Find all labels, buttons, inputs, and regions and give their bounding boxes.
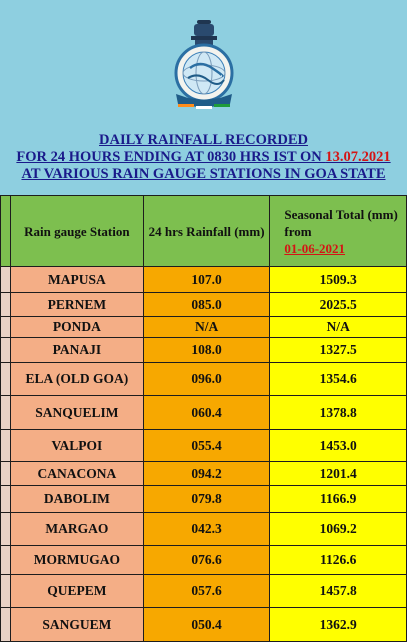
- station-cell: PANAJI: [9, 337, 144, 363]
- serial-cell: [0, 362, 11, 396]
- serial-cell: [0, 607, 11, 642]
- rainfall-cell: 094.2: [142, 461, 271, 486]
- serial-cell: [0, 545, 11, 575]
- seasonal-cell: 2025.5: [269, 292, 407, 317]
- serial-header: [0, 195, 11, 267]
- table-row: PERNEM 085.0 2025.5: [0, 292, 407, 317]
- table-row: DABOLIM 079.8 1166.9: [0, 485, 407, 513]
- rainfall-header: 24 hrs Rainfall (mm): [142, 195, 271, 267]
- table-row: MAPUSA 107.0 1509.3: [0, 266, 407, 293]
- seasonal-header-label: Seasonal Total (mm) from: [284, 206, 398, 239]
- table-row: ELA (OLD GOA) 096.0 1354.6: [0, 362, 407, 396]
- title-line-2: FOR 24 HOURS ENDING AT 0830 HRS IST ON 1…: [0, 149, 407, 166]
- rainfall-cell: 096.0: [142, 362, 271, 396]
- table-row: PONDA N/A N/A: [0, 316, 407, 338]
- station-cell: MAPUSA: [9, 266, 144, 293]
- serial-cell: [0, 485, 11, 513]
- rainfall-cell: 107.0: [142, 266, 271, 293]
- serial-cell: [0, 266, 11, 293]
- station-cell: QUEPEM: [9, 574, 144, 608]
- serial-cell: [0, 461, 11, 486]
- station-header: Rain gauge Station: [9, 195, 144, 267]
- table-row: SANGUEM 050.4 1362.9: [0, 607, 407, 642]
- station-cell: ELA (OLD GOA): [9, 362, 144, 396]
- report-date: 13.07.2021: [325, 149, 391, 165]
- seasonal-cell: 1378.8: [269, 395, 407, 430]
- table-header-row: Rain gauge Station 24 hrs Rainfall (mm) …: [0, 195, 407, 267]
- rainfall-cell: 055.4: [142, 429, 271, 462]
- table-row: SANQUELIM 060.4 1378.8: [0, 395, 407, 430]
- table-row: MARGAO 042.3 1069.2: [0, 512, 407, 546]
- station-cell: PERNEM: [9, 292, 144, 317]
- table-row: QUEPEM 057.6 1457.8: [0, 574, 407, 608]
- title-line-1: DAILY RAINFALL RECORDED: [99, 132, 308, 148]
- rainfall-table: Rain gauge Station 24 hrs Rainfall (mm) …: [0, 195, 407, 642]
- serial-cell: [0, 337, 11, 363]
- serial-cell: [0, 292, 11, 317]
- serial-cell: [0, 395, 11, 430]
- table-row: MORMUGAO 076.6 1126.6: [0, 545, 407, 575]
- station-cell: SANQUELIM: [9, 395, 144, 430]
- serial-cell: [0, 574, 11, 608]
- seasonal-cell: 1509.3: [269, 266, 407, 293]
- station-cell: MORMUGAO: [9, 545, 144, 575]
- seasonal-cell: 1166.9: [269, 485, 407, 513]
- serial-cell: [0, 429, 11, 462]
- rainfall-cell: 057.6: [142, 574, 271, 608]
- seasonal-cell: 1362.9: [269, 607, 407, 642]
- seasonal-cell: 1069.2: [269, 512, 407, 546]
- seasonal-cell: 1201.4: [269, 461, 407, 486]
- serial-cell: [0, 316, 11, 338]
- serial-cell: [0, 512, 11, 546]
- station-cell: MARGAO: [9, 512, 144, 546]
- seasonal-cell: 1354.6: [269, 362, 407, 396]
- rainfall-cell: 050.4: [142, 607, 271, 642]
- table-row: VALPOI 055.4 1453.0: [0, 429, 407, 462]
- rainfall-cell: 060.4: [142, 395, 271, 430]
- rainfall-cell: 076.6: [142, 545, 271, 575]
- title-line-3: AT VARIOUS RAIN GAUGE STATIONS IN GOA ST…: [21, 166, 386, 182]
- seasonal-cell: 1327.5: [269, 337, 407, 363]
- seasonal-cell: 1457.8: [269, 574, 407, 608]
- title-line-2-text: FOR 24 HOURS ENDING AT 0830 HRS IST ON: [16, 149, 326, 165]
- seasonal-header: Seasonal Total (mm) from 01-06-2021: [269, 195, 407, 267]
- station-cell: VALPOI: [9, 429, 144, 462]
- seasonal-start-date: 01-06-2021: [284, 240, 346, 256]
- seasonal-cell: N/A: [269, 316, 407, 338]
- rainfall-cell: 042.3: [142, 512, 271, 546]
- table-row: CANACONA 094.2 1201.4: [0, 461, 407, 486]
- seasonal-cell: 1126.6: [269, 545, 407, 575]
- seasonal-cell: 1453.0: [269, 429, 407, 462]
- rainfall-cell: 079.8: [142, 485, 271, 513]
- table-row: PANAJI 108.0 1327.5: [0, 337, 407, 363]
- imd-emblem: [174, 20, 234, 109]
- station-cell: SANGUEM: [9, 607, 144, 642]
- station-cell: PONDA: [9, 316, 144, 338]
- rainfall-cell: 108.0: [142, 337, 271, 363]
- station-cell: CANACONA: [9, 461, 144, 486]
- rainfall-cell: N/A: [142, 316, 271, 338]
- station-cell: DABOLIM: [9, 485, 144, 513]
- rainfall-cell: 085.0: [142, 292, 271, 317]
